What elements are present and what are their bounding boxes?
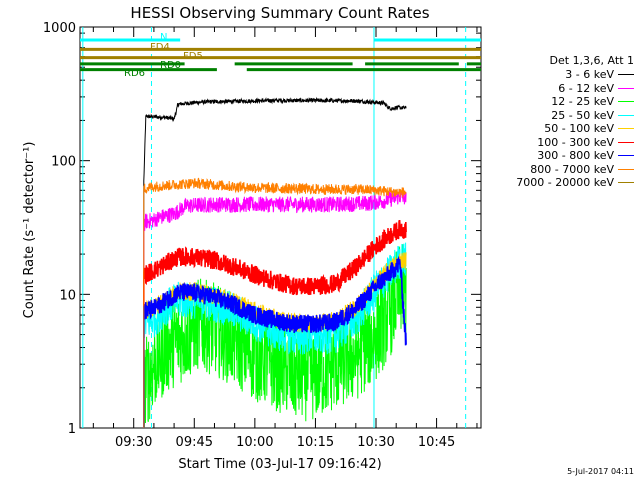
legend-label: 100 - 300 keV [537, 135, 614, 149]
legend-item: 25 - 50 keV [500, 109, 634, 123]
legend: Det 1,3,6, Att 1 3 - 6 keV 6 - 12 keV 12 -… [500, 54, 634, 190]
legend-swatch [618, 155, 634, 157]
x-tick-label: 10:15 [297, 435, 334, 450]
y-axis-label: Count Rate (s⁻¹ detector⁻¹) [22, 142, 37, 319]
legend-label: 25 - 50 keV [551, 108, 614, 122]
legend-label: 800 - 7000 keV [530, 162, 614, 176]
flag-label-rd6: RD6 [124, 68, 145, 79]
legend-item: 50 - 100 keV [500, 122, 634, 136]
y-tick-label: 1 [68, 422, 76, 437]
legend-label: 12 - 25 keV [551, 95, 614, 109]
legend-item: 800 - 7000 keV [500, 163, 634, 177]
flag-label-n: N [160, 32, 167, 43]
series-line [143, 255, 407, 428]
chart-title: HESSI Observing Summary Count Rates [130, 4, 429, 22]
legend-label: 7000 - 20000 keV [516, 176, 614, 190]
x-axis-label: Start Time (03-Jul-17 09:16:42) [178, 457, 381, 472]
series-line [143, 96, 407, 428]
legend-swatch [618, 114, 634, 116]
legend-label: 3 - 6 keV [565, 68, 614, 82]
legend-swatch [618, 182, 634, 184]
x-tick-label: 09:30 [115, 435, 152, 450]
series-line [143, 177, 407, 428]
legend-label: 50 - 100 keV [544, 122, 614, 136]
flag-label-fd5: FD5 [183, 51, 203, 62]
flag-label-fd4: FD4 [150, 42, 170, 53]
y-tick-label: 100 [51, 155, 76, 170]
x-tick-label: 10:30 [357, 435, 394, 450]
legend-swatch [618, 101, 634, 103]
x-tick-label: 10:00 [236, 435, 273, 450]
legend-swatch [618, 168, 634, 170]
flag-label-rd0: RD0 [160, 60, 181, 71]
timestamp-footer: 5-Jul-2017 04:11 [567, 467, 634, 476]
legend-item: 7000 - 20000 keV [500, 176, 634, 190]
legend-item: 3 - 6 keV [500, 68, 634, 82]
x-tick-label: 09:45 [176, 435, 213, 450]
series-line [143, 190, 407, 428]
legend-item: 6 - 12 keV [500, 82, 634, 96]
legend-swatch [618, 141, 634, 143]
legend-item: 300 - 800 keV [500, 149, 634, 163]
y-tick-label: 10 [59, 288, 76, 303]
legend-swatch [618, 128, 634, 130]
legend-item: 12 - 25 keV [500, 95, 634, 109]
legend-label: 300 - 800 keV [537, 149, 614, 163]
y-tick-label: 1000 [43, 21, 76, 36]
legend-label: 6 - 12 keV [558, 81, 614, 95]
legend-swatch [618, 74, 634, 76]
legend-swatch [618, 87, 634, 89]
legend-item: 100 - 300 keV [500, 136, 634, 150]
x-tick-label: 10:45 [418, 435, 455, 450]
legend-title: Det 1,3,6, Att 1 [549, 54, 634, 67]
series-line [143, 219, 407, 428]
plot-frame [79, 26, 482, 429]
